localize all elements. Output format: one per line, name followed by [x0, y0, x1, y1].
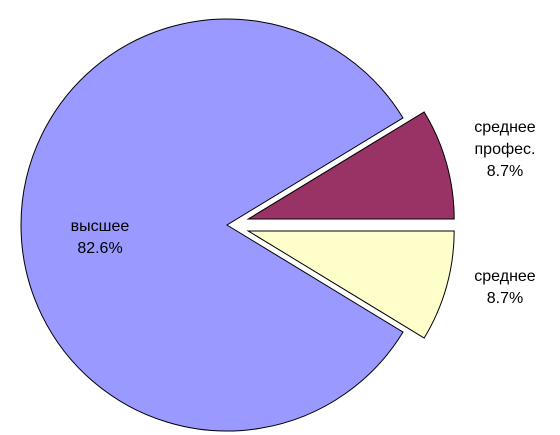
pie-slice	[246, 230, 455, 339]
category-label: высшее	[70, 218, 130, 235]
value-label: 8.7%	[486, 163, 524, 180]
value-label: 82.6%	[77, 240, 123, 257]
pie-slice	[20, 18, 404, 432]
slice-label: среднее профес. 8.7%	[455, 110, 555, 190]
pie-slice	[246, 111, 455, 220]
category-label: среднее	[474, 268, 536, 285]
slice-label: высшее 82.6%	[50, 198, 150, 278]
value-label: 8.7%	[486, 290, 524, 307]
slice-label: среднее 8.7%	[455, 248, 555, 328]
category-label: среднее профес.	[474, 119, 536, 158]
